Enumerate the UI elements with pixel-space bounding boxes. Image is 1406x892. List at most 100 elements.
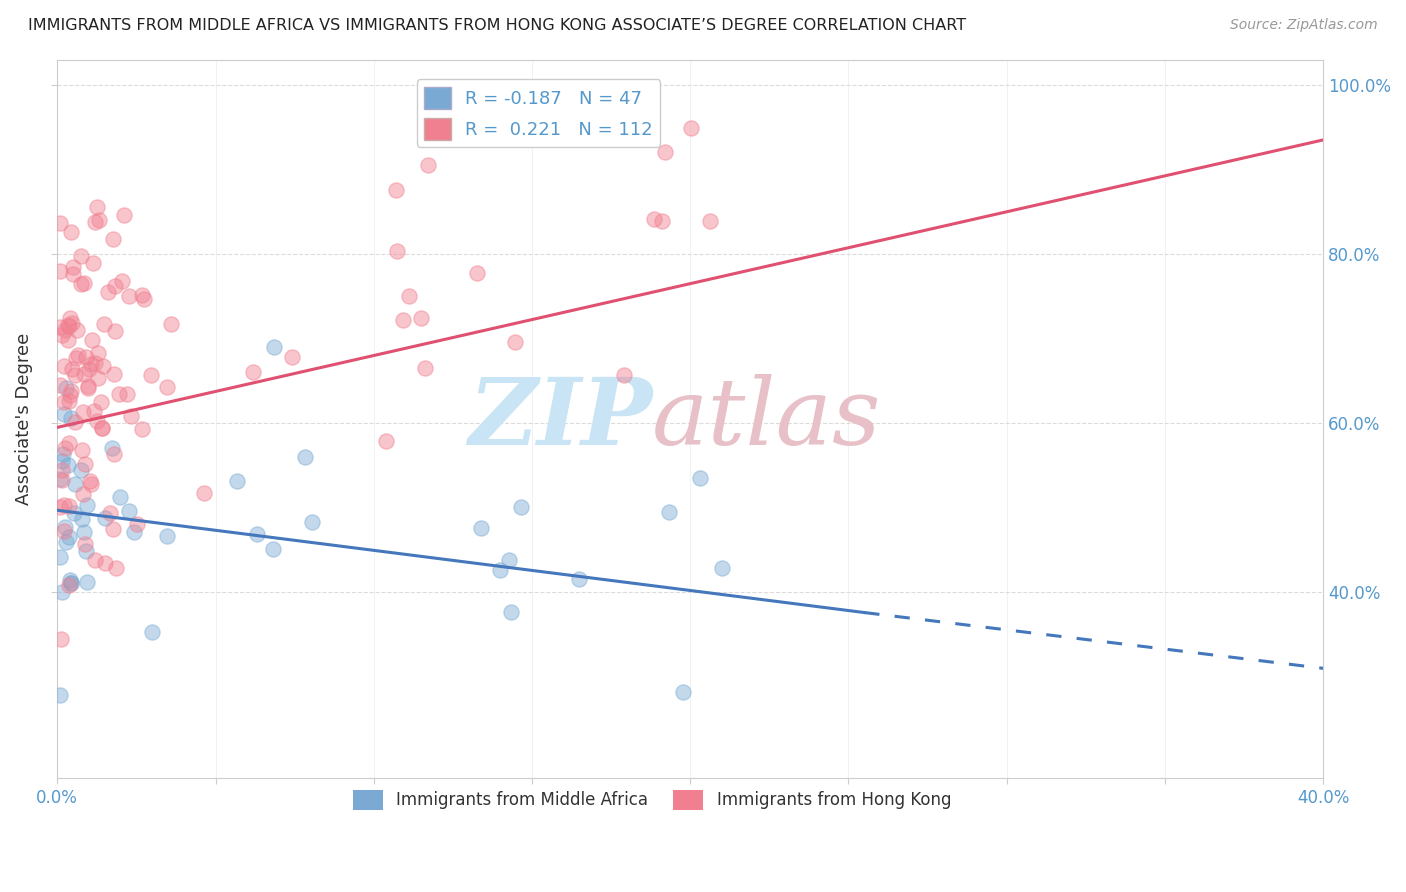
Point (58, 530, 80, 544)
Point (118, 289, 141, 303)
Point (83, 356, 105, 370)
Point (108, 490, 131, 504)
Point (613, 368, 636, 382)
Y-axis label: Associate's Degree: Associate's Degree (15, 333, 32, 505)
Point (416, 158, 439, 172)
Point (374, 434, 396, 448)
Point (603, 122, 626, 136)
Point (77, 379, 100, 393)
Point (65, 351, 87, 366)
Point (59, 311, 82, 326)
Point (294, 450, 316, 465)
Point (65, 415, 87, 429)
Point (91, 421, 114, 435)
Point (55, 534, 77, 549)
Point (84, 215, 107, 229)
Point (112, 208, 135, 222)
Point (104, 561, 127, 575)
Point (59, 388, 82, 402)
Point (122, 525, 145, 540)
Point (94, 556, 117, 570)
Point (73, 276, 96, 290)
Point (91, 421, 114, 435)
Point (56, 333, 79, 347)
Point (49, 377, 72, 392)
Point (98, 507, 121, 521)
Point (83, 404, 105, 418)
Point (86, 200, 108, 214)
Point (62, 267, 84, 281)
Point (51, 473, 73, 487)
Point (49, 632, 72, 646)
Point (97, 285, 120, 299)
Point (49, 264, 72, 278)
Point (63, 506, 86, 520)
Point (55, 323, 77, 337)
Point (58, 458, 80, 472)
Point (70, 463, 93, 477)
Point (58, 578, 80, 592)
Point (69, 249, 91, 263)
Point (53, 441, 76, 455)
Point (681, 121, 703, 136)
Point (51, 454, 73, 468)
Point (58, 318, 80, 333)
Point (58, 318, 80, 333)
Point (470, 521, 492, 535)
Point (80, 476, 103, 491)
Point (60, 362, 83, 376)
Point (70, 512, 93, 526)
Point (710, 561, 733, 575)
Text: ZIP: ZIP (468, 374, 652, 464)
Point (87, 370, 110, 384)
Point (73, 367, 96, 381)
Point (193, 486, 215, 500)
Point (93, 317, 115, 331)
Point (127, 517, 149, 532)
Point (52, 447, 75, 461)
Point (51, 463, 73, 477)
Point (510, 500, 533, 514)
Point (79, 475, 101, 489)
Point (53, 520, 76, 534)
Point (132, 292, 155, 306)
Point (49, 216, 72, 230)
Point (104, 279, 127, 293)
Point (225, 475, 247, 489)
Point (87, 212, 110, 227)
Point (699, 214, 721, 228)
Point (76, 498, 98, 512)
Point (52, 498, 75, 512)
Point (60, 225, 83, 239)
Point (568, 572, 591, 586)
Point (672, 685, 695, 699)
Point (80, 333, 103, 347)
Point (643, 211, 665, 226)
Point (82, 256, 104, 270)
Point (55, 381, 77, 395)
Point (77, 381, 100, 395)
Point (242, 366, 264, 380)
Point (62, 316, 84, 330)
Point (281, 350, 304, 364)
Point (84, 553, 107, 567)
Point (384, 183, 406, 197)
Point (94, 510, 117, 524)
Point (86, 414, 108, 428)
Point (301, 515, 323, 529)
Point (69, 277, 91, 292)
Point (385, 244, 408, 258)
Point (110, 274, 132, 288)
Point (53, 407, 76, 421)
Point (72, 405, 94, 419)
Text: atlas: atlas (652, 374, 882, 464)
Text: Source: ZipAtlas.com: Source: ZipAtlas.com (1230, 18, 1378, 32)
Point (49, 688, 72, 702)
Point (53, 524, 76, 538)
Point (100, 441, 122, 455)
Text: IMMIGRANTS FROM MIDDLE AFRICA VS IMMIGRANTS FROM HONG KONG ASSOCIATE’S DEGREE CO: IMMIGRANTS FROM MIDDLE AFRICA VS IMMIGRA… (28, 18, 966, 33)
Point (59, 575, 82, 590)
Point (131, 288, 153, 302)
Point (73, 457, 96, 471)
Point (108, 386, 131, 401)
